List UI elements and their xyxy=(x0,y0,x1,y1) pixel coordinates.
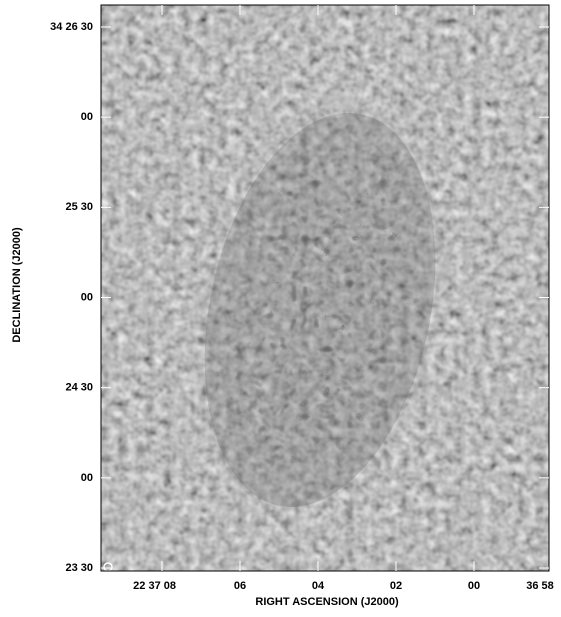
y-tick-label: 23 30 xyxy=(65,562,93,574)
sky-image xyxy=(101,5,549,571)
y-tick-label: 00 xyxy=(81,291,93,303)
x-tick-label: 02 xyxy=(390,580,402,592)
y-tick-label: 25 30 xyxy=(65,201,93,213)
ticks: 34 26 30 00 25 30 00 24 30 00 23 30 22 37 08 06 0… xyxy=(50,5,554,592)
y-tick-label: 00 xyxy=(81,472,93,484)
x-tick-label: 22 37 08 xyxy=(133,580,176,592)
x-axis-label: RIGHT ASCENSION (J2000) xyxy=(255,596,399,608)
x-tick-label: 36 58 xyxy=(526,580,554,592)
x-tick-label: 06 xyxy=(234,580,246,592)
x-tick-label: 00 xyxy=(468,580,480,592)
y-tick-label: 24 30 xyxy=(65,382,93,394)
x-tick-label: 04 xyxy=(312,580,325,592)
y-tick-label: 34 26 30 xyxy=(50,21,93,33)
plot-frame xyxy=(100,4,550,572)
y-tick-label: 00 xyxy=(81,111,93,123)
y-axis-label: DECLINATION (J2000) xyxy=(11,227,23,343)
